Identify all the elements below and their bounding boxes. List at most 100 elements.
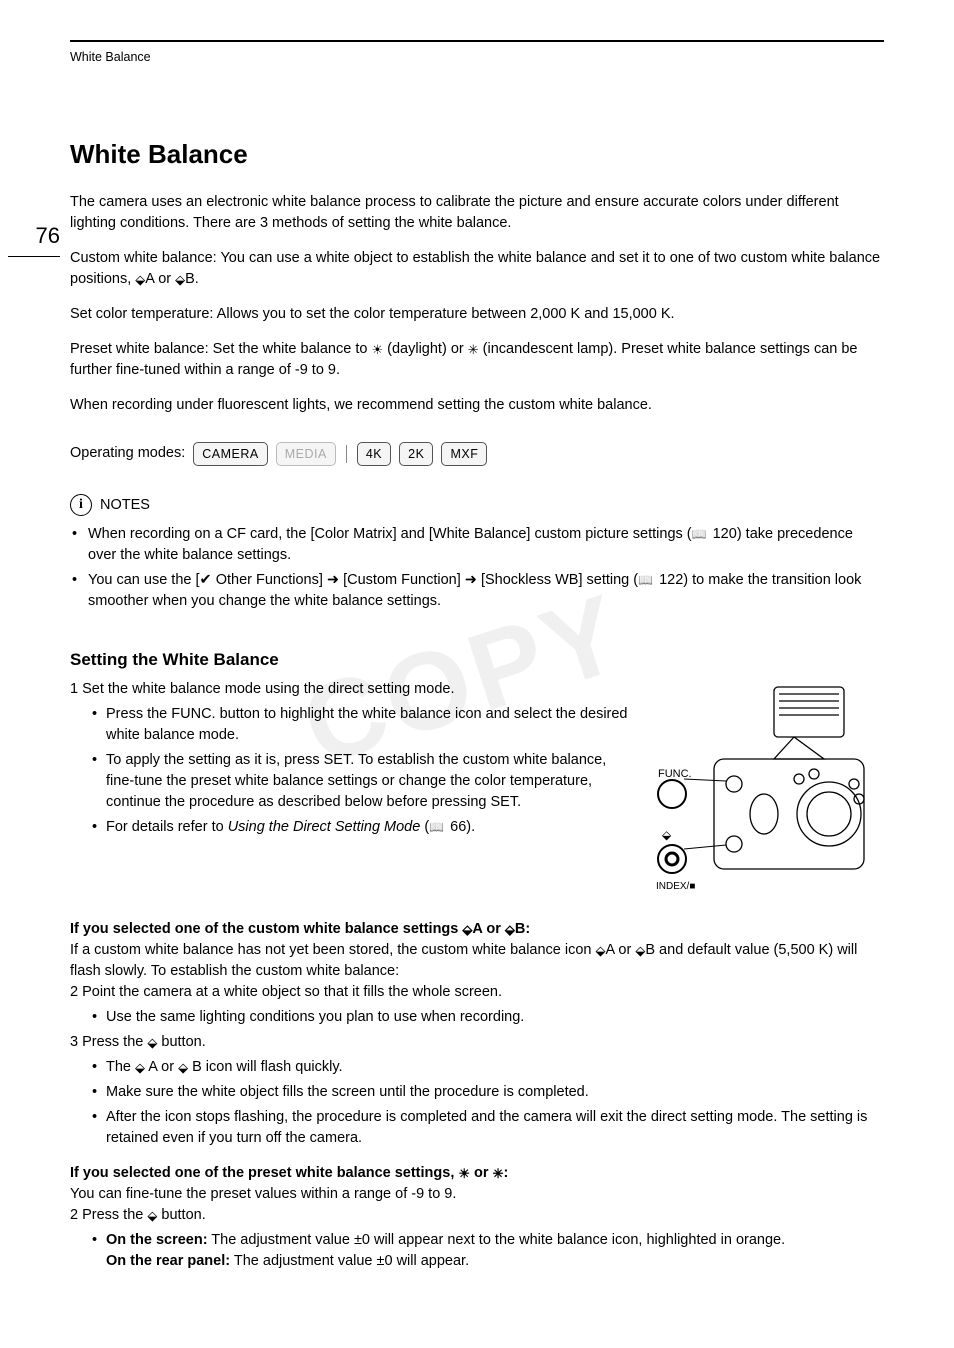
intro-p3: Set color temperature: Allows you to set… (70, 304, 884, 325)
wb-icon: ⬙ (135, 1060, 145, 1075)
text-bold: B: (515, 921, 530, 937)
text: You can use the [✔ Other Functions] ➜ [C… (88, 572, 638, 588)
mode-4k: 4K (357, 442, 391, 466)
two-column-row: 1 Set the white balance mode using the d… (70, 679, 884, 909)
text: B icon will flash quickly. (188, 1059, 342, 1075)
text: For details refer to (106, 819, 228, 835)
custom-step-3-sublist: The ⬙ A or ⬙ B icon will flash quickly. … (70, 1057, 884, 1149)
camera-illustration: FUNC. ⬙ INDEX/■ (654, 679, 884, 909)
notes-heading-row: i NOTES (70, 494, 884, 516)
text: Preset white balance: Set the white bala… (70, 341, 371, 357)
mode-separator (346, 445, 347, 463)
preset-heading: If you selected one of the preset white … (70, 1163, 884, 1184)
text: button. (157, 1034, 205, 1050)
text: When recording on a CF card, the [Color … (88, 526, 692, 542)
running-head: White Balance (70, 48, 884, 66)
text: (daylight) or (383, 341, 468, 357)
info-icon: i (70, 494, 92, 516)
wb-icon: ⬙ (147, 1035, 157, 1050)
text: ( (420, 819, 429, 835)
custom-step-2-sublist: Use the same lighting conditions you pla… (70, 1007, 884, 1028)
text: A or (145, 271, 175, 287)
page-ref-icon (429, 817, 446, 838)
page-ref-icon (638, 570, 655, 591)
text: ). (466, 819, 475, 835)
text-bold: or (470, 1165, 493, 1181)
text: 2 Press the (70, 1207, 147, 1223)
section-heading: Setting the White Balance (70, 648, 884, 673)
intro-p2: Custom white balance: You can use a whit… (70, 248, 884, 290)
intro-p1: The camera uses an electronic white bala… (70, 192, 884, 234)
page-content: White Balance The camera uses an electro… (70, 136, 884, 1272)
wb-icon: ⬙ (175, 272, 185, 287)
illus-index-label: INDEX/■ (656, 881, 695, 892)
preset-step-2: 2 Press the ⬙ button. (70, 1205, 884, 1226)
text-bold: If you selected one of the preset white … (70, 1165, 458, 1181)
page-ref: 120 (713, 526, 737, 542)
note-item: When recording on a CF card, the [Color … (70, 524, 884, 566)
step-1-sublist: Press the FUNC. button to highlight the … (70, 704, 634, 838)
lamp-icon: ✳ (468, 342, 479, 357)
text: 3 Press the (70, 1034, 147, 1050)
lamp-icon: ✳ (493, 1166, 504, 1181)
preset-line1: You can fine-tune the preset values with… (70, 1184, 884, 1205)
page-ref: 122 (659, 572, 683, 588)
list-item: Make sure the white object fills the scr… (92, 1082, 884, 1103)
text-bold: On the rear panel: (106, 1253, 230, 1269)
wb-icon: ⬙ (635, 943, 645, 958)
wb-icon: ⬙ (505, 922, 515, 937)
notes-list: When recording on a CF card, the [Color … (70, 524, 884, 612)
custom-step-2: 2 Point the camera at a white object so … (70, 982, 884, 1003)
notes-heading: NOTES (100, 495, 150, 516)
intro-p5: When recording under fluorescent lights,… (70, 395, 884, 416)
custom-step-3: 3 Press the ⬙ button. (70, 1032, 884, 1053)
step-1: 1 Set the white balance mode using the d… (70, 679, 634, 700)
text-bold: A or (472, 921, 505, 937)
preset-step-2-sublist: On the screen: The adjustment value ±0 w… (70, 1230, 884, 1272)
page-title: White Balance (70, 136, 884, 174)
text: The (106, 1059, 135, 1075)
text-italic: Using the Direct Setting Mode (228, 819, 421, 835)
operating-modes-row: Operating modes: CAMERA MEDIA 4K 2K MXF (70, 442, 884, 466)
text: The adjustment value ±0 will appear next… (208, 1232, 786, 1248)
page-ref-icon (692, 524, 709, 545)
text: B. (185, 271, 199, 287)
note-item: You can use the [✔ Other Functions] ➜ [C… (70, 570, 884, 612)
page-number: 76 (18, 220, 60, 257)
operating-modes-label: Operating modes: (70, 443, 185, 464)
text: A or (606, 942, 636, 958)
mode-camera: CAMERA (193, 442, 267, 466)
list-item: Press the FUNC. button to highlight the … (92, 704, 634, 746)
mode-2k: 2K (399, 442, 433, 466)
text: The adjustment value ±0 will appear. (230, 1253, 469, 1269)
page-ref: 66 (450, 819, 466, 835)
list-item: For details refer to Using the Direct Se… (92, 817, 634, 838)
illus-func-label: FUNC. (658, 768, 692, 780)
sun-icon: ☀ (458, 1166, 470, 1181)
wb-icon: ⬙ (462, 922, 472, 937)
list-item: The ⬙ A or ⬙ B icon will flash quickly. (92, 1057, 884, 1078)
text-bold: On the screen: (106, 1232, 208, 1248)
wb-icon: ⬙ (178, 1060, 188, 1075)
list-item: On the screen: The adjustment value ±0 w… (92, 1230, 884, 1272)
list-item: After the icon stops flashing, the proce… (92, 1107, 884, 1149)
column-text: 1 Set the white balance mode using the d… (70, 679, 634, 842)
top-rule (70, 40, 884, 42)
wb-icon: ⬙ (135, 272, 145, 287)
wb-icon: ⬙ (147, 1208, 157, 1223)
list-item: To apply the setting as it is, press SET… (92, 750, 634, 813)
mode-media: MEDIA (276, 442, 336, 466)
text: A or (145, 1059, 178, 1075)
intro-p4: Preset white balance: Set the white bala… (70, 339, 884, 381)
mode-mxf: MXF (441, 442, 487, 466)
sun-icon: ☀ (371, 342, 383, 357)
list-item: Use the same lighting conditions you pla… (92, 1007, 884, 1028)
custom-heading: If you selected one of the custom white … (70, 919, 884, 940)
custom-line1: If a custom white balance has not yet be… (70, 940, 884, 982)
text: button. (157, 1207, 205, 1223)
text-bold: If you selected one of the custom white … (70, 921, 462, 937)
text-bold: : (504, 1165, 509, 1181)
wb-icon: ⬙ (596, 943, 606, 958)
illus-wb-icon: ⬙ (662, 828, 672, 842)
text: If a custom white balance has not yet be… (70, 942, 596, 958)
